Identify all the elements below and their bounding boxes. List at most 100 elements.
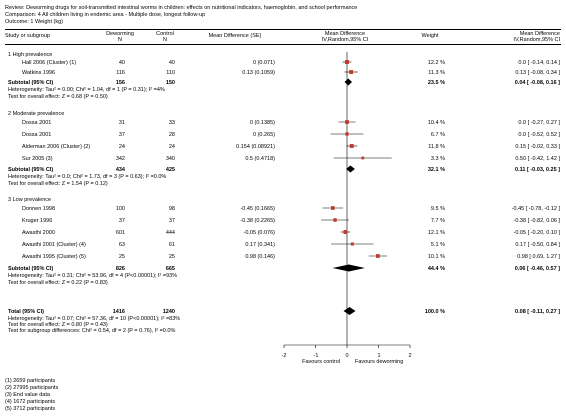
study-n-control: 25 xyxy=(168,254,175,260)
study-ci: 0.13 [ -0.08, 0.34 ] xyxy=(515,70,560,76)
study-ci: 0.0 [ -0.14, 0.14 ] xyxy=(518,60,560,66)
overall-effect-text: Test for overall effect: Z = 1.54 (P = 0… xyxy=(8,181,108,187)
study-name: Dossa 2001 xyxy=(22,120,52,126)
study-name: Alderman 2006 (Cluster) (2) xyxy=(22,144,91,150)
total-weight: 100.0 % xyxy=(424,309,445,315)
group-title: 2 Moderate prevalence xyxy=(8,111,65,117)
study-name: Kruger 1996 xyxy=(22,218,53,224)
study-n-control: 40 xyxy=(168,60,175,66)
study-weight: 10.1 % xyxy=(427,254,445,260)
study-n-deworming: 37 xyxy=(118,218,125,224)
study-ci: -0.05 [ -0.20, 0.10 ] xyxy=(513,230,560,236)
axis-tick-label: 2 xyxy=(408,353,412,359)
study-point-marker xyxy=(345,60,349,64)
study-ci: 0.50 [ -0.42, 1.42 ] xyxy=(515,156,560,162)
study-n-control: 110 xyxy=(166,70,175,76)
study-n-control: 33 xyxy=(168,120,175,126)
study-point-marker xyxy=(330,206,335,210)
study-n-deworming: 31 xyxy=(118,120,125,126)
outcome-title: Outcome: 1 Weight (kg) xyxy=(5,19,63,25)
study-point-marker xyxy=(345,132,349,136)
study-name: Sur 2005 (3) xyxy=(22,156,53,162)
study-n-control: 28 xyxy=(168,132,175,138)
total-ci: 0.08 [ -0.11, 0.27 ] xyxy=(515,309,560,315)
study-md-se: 0 (0.1385) xyxy=(249,120,275,126)
overall-effect-text: Test for overall effect: Z = 0.22 (P = 0… xyxy=(8,280,108,286)
footnote: (1) 2659 participants xyxy=(5,378,56,384)
total-label: Total (95% CI) xyxy=(8,309,44,315)
study-n-control: 37 xyxy=(168,218,175,224)
subtotal-label: Subtotal (95% CI) xyxy=(8,266,54,272)
col-deworming-n: N xyxy=(118,37,122,43)
col-control: Control xyxy=(156,31,174,37)
study-weight: 9.5 % xyxy=(430,206,445,212)
study-n-control: 61 xyxy=(168,242,175,248)
study-ci: 0.0 [ -0.52, 0.52 ] xyxy=(518,132,560,138)
study-ci: 0.0 [ -0.27, 0.27 ] xyxy=(518,120,560,126)
subtotal-weight: 23.5 % xyxy=(427,80,445,86)
study-md-se: -0.38 (0.2265) xyxy=(240,218,275,224)
subtotal-ci: 0.06 [ -0.46, 0.57 ] xyxy=(514,266,560,272)
study-n-control: 98 xyxy=(168,206,175,212)
study-weight: 10.4 % xyxy=(427,120,445,126)
axis-tick-label: -1 xyxy=(313,353,319,359)
subtotal-weight: 32.1 % xyxy=(427,167,445,173)
group-title: 3 Low prevalence xyxy=(8,197,52,203)
study-n-control: 444 xyxy=(165,230,175,236)
col-study: Study or subgroup xyxy=(5,33,50,39)
favours-deworming-label: Favours deworming xyxy=(355,359,404,365)
subtotal-n-deworming: 156 xyxy=(115,80,125,86)
subtotal-diamond xyxy=(332,264,365,272)
subtotal-diamond xyxy=(344,78,353,86)
total-heterogeneity-text: Heterogeneity: Tau² = 0.07; Chi² = 57.36… xyxy=(8,316,181,322)
study-point-marker xyxy=(349,144,354,148)
study-md-se: -0.45 (0.1665) xyxy=(240,206,275,212)
subtotal-label: Subtotal (95% CI) xyxy=(8,167,54,173)
study-n-deworming: 24 xyxy=(118,144,125,150)
study-ci: 0.15 [ -0.02, 0.33 ] xyxy=(515,144,560,150)
study-md-se: -0.05 (0.076) xyxy=(243,230,276,236)
study-md-se: 0.98 (0.146) xyxy=(245,254,275,260)
study-point-marker xyxy=(376,254,380,258)
study-n-deworming: 25 xyxy=(118,254,125,260)
study-point-marker xyxy=(350,242,354,246)
subtotal-weight: 44.4 % xyxy=(427,266,445,272)
study-weight: 7.7 % xyxy=(430,218,445,224)
col-forest-title: Mean Difference xyxy=(324,31,366,37)
total-n-control: 1240 xyxy=(162,309,175,315)
subtotal-n-control: 425 xyxy=(165,167,175,173)
study-point-marker xyxy=(333,218,337,222)
study-weight: 6.7 % xyxy=(430,132,445,138)
study-md-se: 0 (0.265) xyxy=(252,132,275,138)
study-md-se: 0 (0.071) xyxy=(252,60,275,66)
heterogeneity-text: Heterogeneity: Tau² = 0.31; Chi² = 53.96… xyxy=(8,273,178,279)
study-n-deworming: 100 xyxy=(115,206,125,212)
study-md-se: 0.5 (0.4718) xyxy=(245,156,275,162)
subgroup-differences-text: Test for subgroup differences: Chi² = 0.… xyxy=(8,328,176,334)
study-name: Hall 2006 (Cluster) (1) xyxy=(22,60,77,66)
subtotal-diamond xyxy=(346,165,355,173)
study-weight: 3.3 % xyxy=(430,156,445,162)
study-name: Dossa 2001 xyxy=(22,132,52,138)
study-ci: -0.38 [ -0.82, 0.06 ] xyxy=(513,218,560,224)
study-point-marker xyxy=(349,70,354,74)
study-md-se: 0.17 (0.341) xyxy=(245,242,275,248)
total-n-deworming: 1416 xyxy=(112,309,125,315)
study-n-deworming: 116 xyxy=(116,70,125,76)
overall-effect-text: Test for overall effect: Z = 0.68 (P = 0… xyxy=(8,94,108,100)
study-ci: 0.98 [ 0.69, 1.27 ] xyxy=(517,254,560,260)
favours-control-label: Favours control xyxy=(302,359,340,365)
col-md-se: Mean Difference (SE) xyxy=(208,33,262,39)
footnote: (2) 27995 participants xyxy=(5,385,59,391)
study-n-deworming: 63 xyxy=(118,242,125,248)
study-md-se: 0.13 (0.1059) xyxy=(242,70,275,76)
axis-tick-label: -2 xyxy=(281,353,287,359)
study-name: Awasthi 2000 xyxy=(22,230,55,236)
footnote: (4) 1672 participants xyxy=(5,399,56,405)
total-overall-effect-text: Test for overall effect: Z = 0.80 (P = 0… xyxy=(8,322,108,328)
study-ci: 0.17 [ -0.50, 0.84 ] xyxy=(515,242,560,248)
study-name: Donnen 1998 xyxy=(22,206,56,212)
study-n-control: 340 xyxy=(165,156,175,162)
review-title: Review: Deworming drugs for soil-transmi… xyxy=(5,5,358,11)
